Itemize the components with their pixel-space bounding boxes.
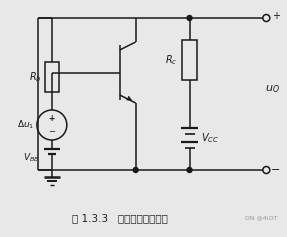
Text: −: −	[271, 165, 281, 175]
Text: DN @4IOT: DN @4IOT	[245, 215, 278, 220]
Bar	[182, 40, 197, 80]
Text: +: +	[49, 114, 55, 123]
Circle shape	[187, 168, 192, 173]
Bar	[45, 62, 59, 92]
Circle shape	[133, 168, 138, 173]
Text: +: +	[272, 11, 280, 21]
Text: $R_b$: $R_b$	[29, 70, 42, 84]
Circle shape	[187, 15, 192, 20]
Text: $\Delta u_1$: $\Delta u_1$	[17, 119, 34, 131]
Text: $V_{CC}$: $V_{CC}$	[201, 131, 220, 145]
Text: −: −	[49, 127, 55, 136]
Text: $V_{BB}$: $V_{BB}$	[24, 152, 40, 164]
Text: $u_O$: $u_O$	[265, 83, 280, 95]
Text: 图 1.3.3   基本共射放大电路: 图 1.3.3 基本共射放大电路	[72, 213, 168, 223]
Text: $R_c$: $R_c$	[165, 53, 178, 67]
